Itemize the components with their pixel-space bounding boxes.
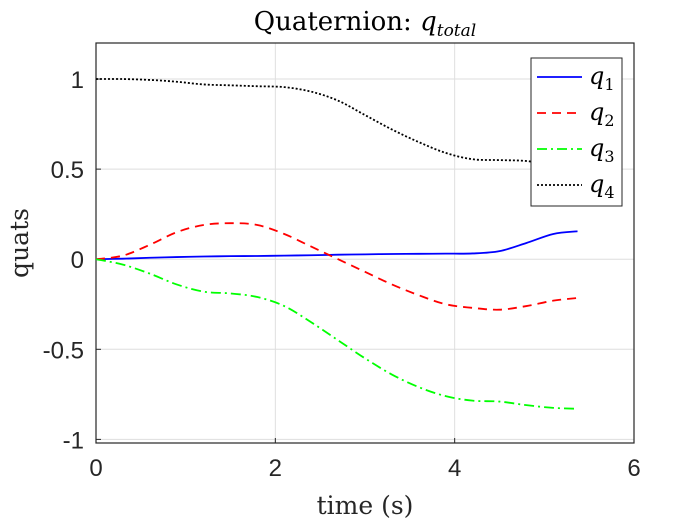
x-ticks: 0 2 4 6 [89,438,641,482]
legend-label-var: q [589,170,604,198]
y-axis-label: quats [5,208,34,278]
chart-title-sub: total [437,21,476,41]
y-tick-label: 0.5 [51,157,84,184]
x-tick-label: 2 [269,455,282,482]
series-lines [95,78,578,410]
x-axis-label: time (s) [317,491,414,520]
series-line-q4 [95,78,578,171]
series-line-q3 [95,258,578,410]
legend-label-q1: q1 [589,62,615,94]
legend-label-q2: q2 [589,98,615,130]
x-tick-label: 4 [448,455,461,482]
legend-label-q4: q4 [589,170,615,202]
chart-title-var: q [420,7,437,37]
x-tick-label: 6 [627,455,640,482]
legend-label-sub: 1 [604,75,614,94]
y-tick-label: -1 [63,427,84,454]
chart-title-main: Quaternion: [254,7,420,37]
x-tick-label: 0 [89,455,102,482]
legend-box [530,57,623,207]
plot-area [95,42,635,444]
y-tick-label: -0.5 [43,337,84,364]
legend-label-sub: 3 [604,147,614,166]
legend-label-var: q [589,134,604,162]
legend-label-sub: 4 [604,183,614,202]
series-line-q2 [95,222,578,311]
chart-title: Quaternion: qtotal [254,7,476,41]
legend-label-var: q [589,98,604,126]
series-line-q1 [95,230,578,261]
legend-label-sub: 2 [604,111,614,130]
legend-label-var: q [589,62,604,90]
y-ticks: -1 -0.5 0 0.5 1 [43,67,101,454]
legend-label-q3: q3 [589,134,615,166]
y-tick-label: 0 [71,247,84,274]
y-tick-label: 1 [71,67,84,94]
